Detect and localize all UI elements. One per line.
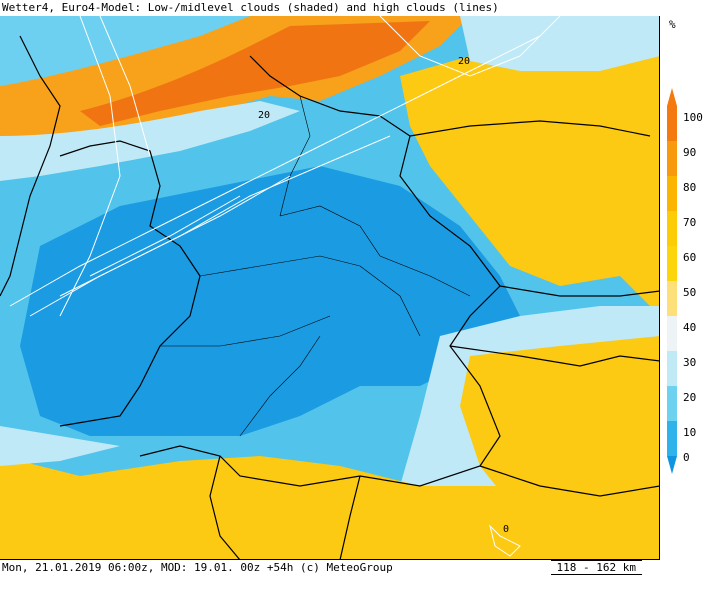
legend-swatch (667, 246, 677, 281)
contour-label: 20 (258, 110, 270, 121)
cloud-field-south (0, 456, 659, 559)
legend-swatch (667, 386, 677, 421)
cloud-band-dark-orange (80, 21, 430, 126)
legend-label: 40 (683, 321, 697, 334)
legend-swatch (667, 281, 677, 316)
legend-bar (667, 88, 677, 474)
legend-swatch (667, 176, 677, 211)
cloud-field-se (460, 336, 659, 536)
cloud-field-sw-light (0, 426, 120, 466)
legend-label: 80 (683, 181, 697, 194)
legend-label: 0 (683, 451, 690, 464)
legend-swatch (667, 106, 677, 141)
legend-swatch (667, 421, 677, 456)
cloud-band-light (0, 101, 300, 181)
contour-label: 0 (503, 524, 509, 535)
run-info: Mon, 21.01.2019 06:00z, MOD: 19.01. 00z … (2, 561, 393, 574)
legend-label: 60 (683, 251, 697, 264)
color-legend: % 100 90 80 70 60 50 40 30 20 10 0 (661, 16, 720, 560)
contour-label: 20 (458, 56, 470, 67)
legend-arrow-bottom (667, 456, 677, 474)
legend-label: 30 (683, 356, 697, 369)
scale-bar: 118 - 162 km (550, 560, 642, 575)
legend-swatch (667, 211, 677, 246)
cloud-field-n-light (460, 16, 659, 71)
legend-label: 70 (683, 216, 697, 229)
legend-swatch (667, 316, 677, 351)
legend-label: 50 (683, 286, 697, 299)
legend-swatch (667, 141, 677, 176)
footer: Mon, 21.01.2019 06:00z, MOD: 19.01. 00z … (0, 560, 720, 576)
high-cloud-contours (9, 16, 561, 557)
legend-label: 10 (683, 426, 697, 439)
legend-label: 100 (683, 111, 703, 124)
map-title: Wetter4, Euro4-Model: Low-/midlevel clou… (0, 0, 720, 16)
country-borders (0, 35, 659, 559)
legend-arrow-top (667, 88, 677, 106)
cloud-map: 20 20 0 (0, 16, 660, 560)
legend-unit: % (669, 18, 676, 31)
legend-swatch (667, 351, 677, 386)
map-canvas: 20 20 0 (0, 16, 659, 559)
cloud-field-ne (400, 56, 659, 315)
legend-label: 20 (683, 391, 697, 404)
legend-label: 90 (683, 146, 697, 159)
